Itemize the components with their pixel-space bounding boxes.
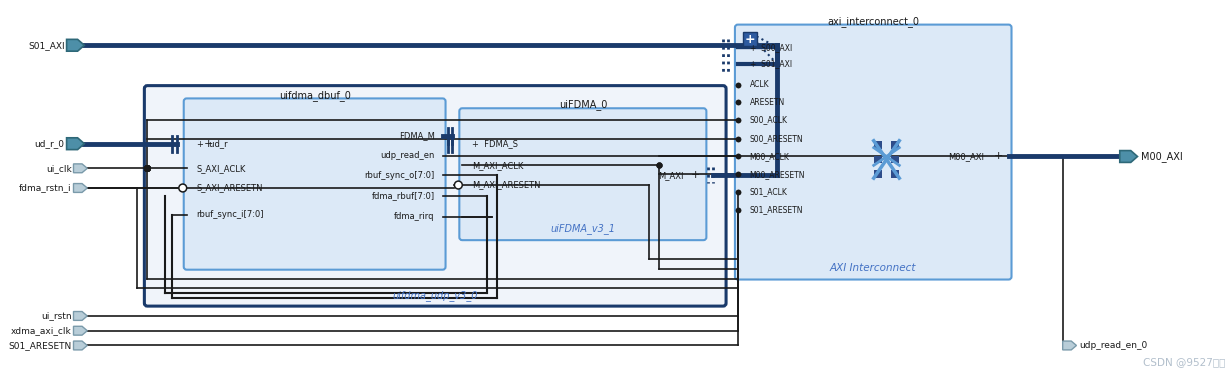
Text: +: + xyxy=(745,33,755,46)
Text: fdma_rstn_i: fdma_rstn_i xyxy=(18,183,71,192)
Text: ui_rstn: ui_rstn xyxy=(41,312,71,321)
FancyBboxPatch shape xyxy=(459,108,707,240)
Polygon shape xyxy=(74,184,87,192)
Polygon shape xyxy=(1062,341,1076,350)
Text: M_AXI_ARESETN: M_AXI_ARESETN xyxy=(473,180,540,189)
Text: M_AXI_ACLK: M_AXI_ACLK xyxy=(473,161,523,170)
Text: S01_ACLK: S01_ACLK xyxy=(750,188,788,196)
Text: M00_AXI: M00_AXI xyxy=(948,152,984,161)
FancyBboxPatch shape xyxy=(144,86,726,306)
Text: axi_interconnect_0: axi_interconnect_0 xyxy=(827,16,920,27)
Text: +  S00_AXI: + S00_AXI xyxy=(750,43,792,52)
Bar xyxy=(874,156,881,164)
Text: AXI Interconnect: AXI Interconnect xyxy=(830,263,916,273)
Text: fdma_rirq: fdma_rirq xyxy=(394,212,435,221)
Text: xdma_axi_clk: xdma_axi_clk xyxy=(11,326,71,335)
Text: +  ud_r: + ud_r xyxy=(197,139,228,148)
Text: S_AXI_ARESETN: S_AXI_ARESETN xyxy=(197,183,263,192)
Bar xyxy=(742,33,757,46)
Polygon shape xyxy=(74,341,87,350)
Text: +: + xyxy=(691,170,700,180)
FancyBboxPatch shape xyxy=(183,98,446,270)
Text: fdma_rbuf[7:0]: fdma_rbuf[7:0] xyxy=(372,191,435,200)
FancyBboxPatch shape xyxy=(735,25,1012,279)
Text: +: + xyxy=(203,139,213,149)
Text: M00_AXI: M00_AXI xyxy=(1141,151,1183,162)
Text: S01_ARESETN: S01_ARESETN xyxy=(9,341,71,350)
Circle shape xyxy=(178,184,187,192)
Text: ud_r_0: ud_r_0 xyxy=(34,139,65,148)
Text: uiFDMA_v3_1: uiFDMA_v3_1 xyxy=(550,223,616,234)
Text: ui_clk: ui_clk xyxy=(46,164,71,173)
Text: M_AXI: M_AXI xyxy=(659,171,683,180)
Bar xyxy=(891,156,900,164)
Text: M00_ACLK: M00_ACLK xyxy=(750,152,789,161)
Bar xyxy=(874,170,881,178)
Text: +: + xyxy=(993,152,1003,162)
Text: M00_ARESETN: M00_ARESETN xyxy=(750,170,805,179)
Polygon shape xyxy=(66,39,85,51)
Polygon shape xyxy=(74,164,87,173)
Text: uifdma_dbuf_0: uifdma_dbuf_0 xyxy=(278,90,351,101)
Text: ACLK: ACLK xyxy=(750,80,769,89)
Text: S00_ACLK: S00_ACLK xyxy=(750,116,788,124)
Text: rbuf_sync_o[7:0]: rbuf_sync_o[7:0] xyxy=(364,171,435,180)
Polygon shape xyxy=(66,138,85,150)
Text: FDMA_M: FDMA_M xyxy=(399,131,435,140)
Polygon shape xyxy=(1120,151,1137,162)
Bar xyxy=(874,141,881,148)
Text: CSDN @9527华安: CSDN @9527华安 xyxy=(1142,357,1225,367)
Text: rbuf_sync_i[7:0]: rbuf_sync_i[7:0] xyxy=(197,210,263,219)
Text: S_AXI_ACLK: S_AXI_ACLK xyxy=(197,164,246,173)
Text: ARESETN: ARESETN xyxy=(750,98,785,107)
Text: uifdma_udp_v3_0: uifdma_udp_v3_0 xyxy=(393,290,478,301)
Polygon shape xyxy=(74,312,87,320)
Text: udp_read_en: udp_read_en xyxy=(380,151,435,160)
Text: +  FDMA_S: + FDMA_S xyxy=(473,139,518,148)
Polygon shape xyxy=(74,326,87,335)
Text: S00_ARESETN: S00_ARESETN xyxy=(750,134,804,143)
Text: +  S01_AXI: + S01_AXI xyxy=(750,60,792,69)
Text: S01_AXI: S01_AXI xyxy=(28,41,65,50)
Text: uiFDMA_0: uiFDMA_0 xyxy=(559,99,607,110)
Bar xyxy=(891,170,900,178)
Text: udp_read_en_0: udp_read_en_0 xyxy=(1080,341,1147,350)
Bar xyxy=(891,141,900,148)
Text: S01_ARESETN: S01_ARESETN xyxy=(750,205,803,214)
Circle shape xyxy=(454,181,463,189)
